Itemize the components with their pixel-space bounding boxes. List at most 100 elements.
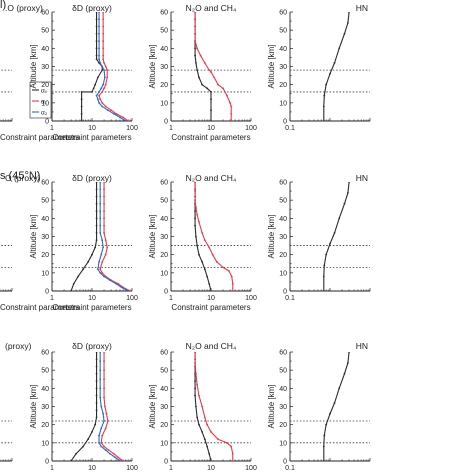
y-tick-label: 20 bbox=[41, 82, 49, 89]
series-point-alpha1 bbox=[107, 420, 109, 422]
panel-r1-c0: 10 O (proxy) Constraint parameters bbox=[0, 173, 79, 312]
x-tick-label: 10 bbox=[207, 295, 215, 302]
series-point-alpha1 bbox=[122, 116, 125, 119]
y-axis-title: Altitude [km] bbox=[267, 44, 276, 88]
series-point-alpha1 bbox=[194, 352, 196, 353]
series-point-alpha1 bbox=[103, 195, 105, 198]
series-point-alpha0 bbox=[208, 452, 211, 455]
y-axis-title: Altitude [km] bbox=[148, 384, 157, 428]
series-point-alpha0 bbox=[323, 434, 326, 437]
panel-r2-c1: 0 10 20 30 40 50 60 1 10 100 δD (proxy) Altitude [k… bbox=[29, 341, 138, 474]
series-group bbox=[70, 352, 125, 461]
panel-title: HN bbox=[356, 3, 368, 13]
series-point-alpha1 bbox=[208, 246, 211, 249]
series-point-alpha2 bbox=[98, 18, 100, 21]
series-point-alpha0 bbox=[198, 423, 200, 426]
y-tick-label: 30 bbox=[160, 64, 168, 71]
series-point-alpha1 bbox=[215, 261, 218, 263]
y-tick-label: 40 bbox=[160, 386, 168, 393]
x-tick-label: 100 bbox=[126, 125, 138, 132]
series-point-alpha2 bbox=[100, 253, 103, 256]
series-line-alpha0 bbox=[70, 182, 98, 291]
series-point-alpha0 bbox=[323, 264, 326, 267]
series-point-alpha2 bbox=[119, 116, 121, 119]
series-point-alpha0 bbox=[198, 253, 200, 256]
y-tick-label: 20 bbox=[160, 252, 168, 259]
y-tick-label: 60 bbox=[279, 180, 287, 187]
series-point-alpha1 bbox=[129, 290, 132, 291]
x-tick-label: 0.1 bbox=[285, 295, 295, 302]
series-point-alpha1 bbox=[122, 460, 125, 461]
series-point-alpha1 bbox=[104, 65, 107, 68]
series-point-alpha1 bbox=[196, 47, 199, 50]
series-point-alpha0 bbox=[91, 253, 93, 256]
series-point-alpha1 bbox=[100, 441, 103, 444]
series-point-alpha0 bbox=[210, 120, 212, 121]
legend-label-alpha2: α₂ bbox=[41, 109, 48, 116]
series-point-alpha1 bbox=[198, 221, 200, 223]
series-point-alpha1 bbox=[102, 58, 105, 61]
series-group bbox=[322, 182, 350, 291]
series-point-alpha2 bbox=[102, 412, 105, 415]
series-point-alpha0 bbox=[201, 83, 204, 86]
series-point-alpha2 bbox=[98, 47, 100, 50]
y-tick-label: 20 bbox=[41, 252, 49, 259]
series-point-alpha0 bbox=[322, 290, 325, 291]
series-point-alpha1 bbox=[103, 387, 105, 390]
series-group bbox=[194, 352, 234, 461]
y-tick-label: 30 bbox=[279, 64, 287, 71]
x-axis-title: Constraint parameters bbox=[52, 303, 131, 312]
x-tick-label: 10 bbox=[88, 465, 96, 472]
series-point-alpha1 bbox=[102, 18, 105, 21]
series-point-alpha1 bbox=[194, 12, 196, 13]
series-point-alpha0 bbox=[194, 394, 196, 397]
series-point-alpha0 bbox=[325, 83, 328, 86]
series-point-alpha1 bbox=[206, 423, 209, 426]
x-tick-label: 100 bbox=[245, 295, 257, 302]
x-axis-title: Constraint parameters bbox=[171, 303, 250, 312]
series-group bbox=[194, 182, 234, 291]
y-tick-label: 30 bbox=[41, 64, 49, 71]
y-tick-label: 60 bbox=[160, 350, 168, 357]
series-point-alpha0 bbox=[208, 282, 211, 285]
series-point-alpha1 bbox=[99, 98, 102, 101]
series-point-alpha0 bbox=[194, 54, 196, 57]
x-tick-label: 1 bbox=[169, 465, 173, 472]
series-group bbox=[194, 12, 233, 121]
y-tick-label: 60 bbox=[160, 180, 168, 187]
x-tick-label: 100 bbox=[126, 295, 138, 302]
y-tick-label: 60 bbox=[41, 180, 49, 187]
series-point-alpha1 bbox=[110, 109, 112, 111]
series-point-alpha1 bbox=[102, 12, 105, 13]
series-point-alpha0 bbox=[329, 72, 331, 75]
panel-r0-c1: 0 10 20 30 40 50 60 1 10 100 δD (proxy) Altitude [k… bbox=[29, 3, 138, 142]
series-point-alpha1 bbox=[106, 246, 109, 249]
y-tick-label: 30 bbox=[41, 404, 49, 411]
panel-r1-c3: 0 10 20 30 40 50 60 0.1 HN Altitude [km] bbox=[267, 173, 371, 302]
y-tick-label: 20 bbox=[41, 422, 49, 429]
series-point-alpha0 bbox=[196, 244, 199, 247]
series-point-alpha1 bbox=[106, 69, 109, 72]
series-point-alpha0 bbox=[348, 12, 350, 13]
series-point-alpha0 bbox=[210, 91, 212, 93]
series-point-alpha1 bbox=[102, 25, 105, 28]
series-point-alpha2 bbox=[112, 112, 115, 115]
series-point-alpha1 bbox=[103, 405, 106, 408]
series-point-alpha0 bbox=[195, 61, 197, 64]
series-point-alpha2 bbox=[98, 91, 100, 93]
x-tick-label: 100 bbox=[126, 465, 138, 472]
y-tick-label: 10 bbox=[279, 100, 287, 107]
series-point-alpha2 bbox=[98, 40, 100, 42]
series-point-alpha0 bbox=[95, 224, 98, 227]
y-tick-label: 0 bbox=[164, 459, 168, 466]
series-point-alpha2 bbox=[103, 275, 105, 278]
series-point-alpha1 bbox=[99, 268, 102, 271]
y-tick-label: 10 bbox=[41, 440, 49, 447]
panel-title: δD (proxy) bbox=[72, 341, 112, 351]
panel-title: N₂O and CH₄ bbox=[186, 173, 237, 183]
series-point-alpha1 bbox=[103, 352, 105, 353]
y-tick-label: 40 bbox=[279, 386, 287, 393]
series-point-alpha2 bbox=[98, 32, 100, 35]
series-point-alpha0 bbox=[94, 423, 97, 426]
